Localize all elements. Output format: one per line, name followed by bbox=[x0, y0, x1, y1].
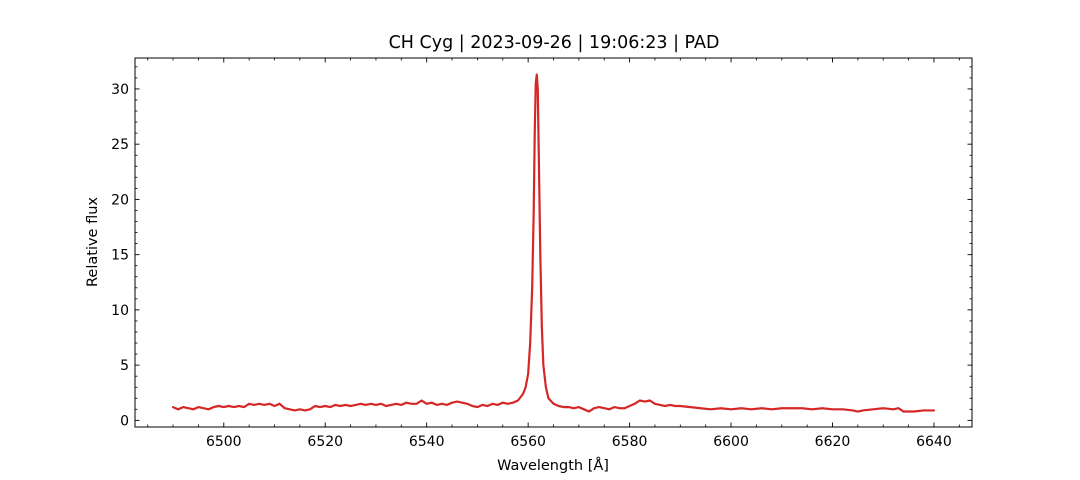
x-tick-label: 6520 bbox=[307, 434, 343, 450]
x-tick-label: 6580 bbox=[612, 434, 648, 450]
x-tick-label: 6540 bbox=[409, 434, 445, 450]
x-tick-label: 6640 bbox=[916, 434, 952, 450]
y-tick-label: 15 bbox=[111, 248, 129, 264]
plot-frame bbox=[134, 57, 973, 428]
axes-layer: 6500 6520 6540 6560 6580 6600 6620 6640 0 5 10 15 20… bbox=[111, 58, 972, 450]
y-tick-label: 5 bbox=[120, 358, 129, 374]
y-tick-label: 30 bbox=[111, 82, 129, 98]
x-tick-label: 6620 bbox=[815, 434, 851, 450]
x-tick-label: 6600 bbox=[713, 434, 749, 450]
x-tick-label: 6560 bbox=[510, 434, 546, 450]
chart-title: CH Cyg | 2023-09-26 | 19:06:23 | PAD bbox=[389, 33, 720, 53]
y-tick-label: 0 bbox=[120, 413, 129, 429]
y-tick-label: 25 bbox=[111, 137, 129, 153]
x-tick-label: 6500 bbox=[206, 434, 242, 450]
x-axis-label: Wavelength [Å] bbox=[497, 457, 609, 474]
y-tick-label: 20 bbox=[111, 192, 129, 208]
y-tick-label: 10 bbox=[111, 303, 129, 319]
y-axis-label: Relative flux bbox=[85, 197, 101, 287]
series-layer bbox=[171, 73, 936, 413]
spectrum-line bbox=[171, 73, 936, 413]
